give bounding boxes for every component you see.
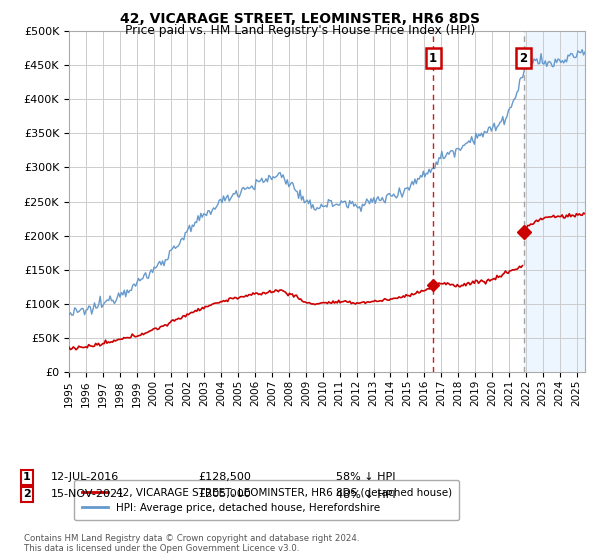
Text: £128,500: £128,500 <box>198 472 251 482</box>
Text: 12-JUL-2016: 12-JUL-2016 <box>51 472 119 482</box>
Bar <box>524 31 585 372</box>
Text: 42, VICARAGE STREET, LEOMINSTER, HR6 8DS: 42, VICARAGE STREET, LEOMINSTER, HR6 8DS <box>120 12 480 26</box>
Legend: 42, VICARAGE STREET, LEOMINSTER, HR6 8DS (detached house), HPI: Average price, d: 42, VICARAGE STREET, LEOMINSTER, HR6 8DS… <box>74 480 459 520</box>
Text: Contains HM Land Registry data © Crown copyright and database right 2024.
This d: Contains HM Land Registry data © Crown c… <box>24 534 359 553</box>
Text: 58% ↓ HPI: 58% ↓ HPI <box>336 472 395 482</box>
Text: 15-NOV-2021: 15-NOV-2021 <box>51 489 125 500</box>
Text: 48% ↓ HPI: 48% ↓ HPI <box>336 489 395 500</box>
Text: £205,000: £205,000 <box>198 489 251 500</box>
Text: 2: 2 <box>23 489 31 500</box>
Text: 2: 2 <box>520 52 527 64</box>
Text: 1: 1 <box>23 472 31 482</box>
Text: Price paid vs. HM Land Registry's House Price Index (HPI): Price paid vs. HM Land Registry's House … <box>125 24 475 37</box>
Text: 1: 1 <box>429 52 437 64</box>
